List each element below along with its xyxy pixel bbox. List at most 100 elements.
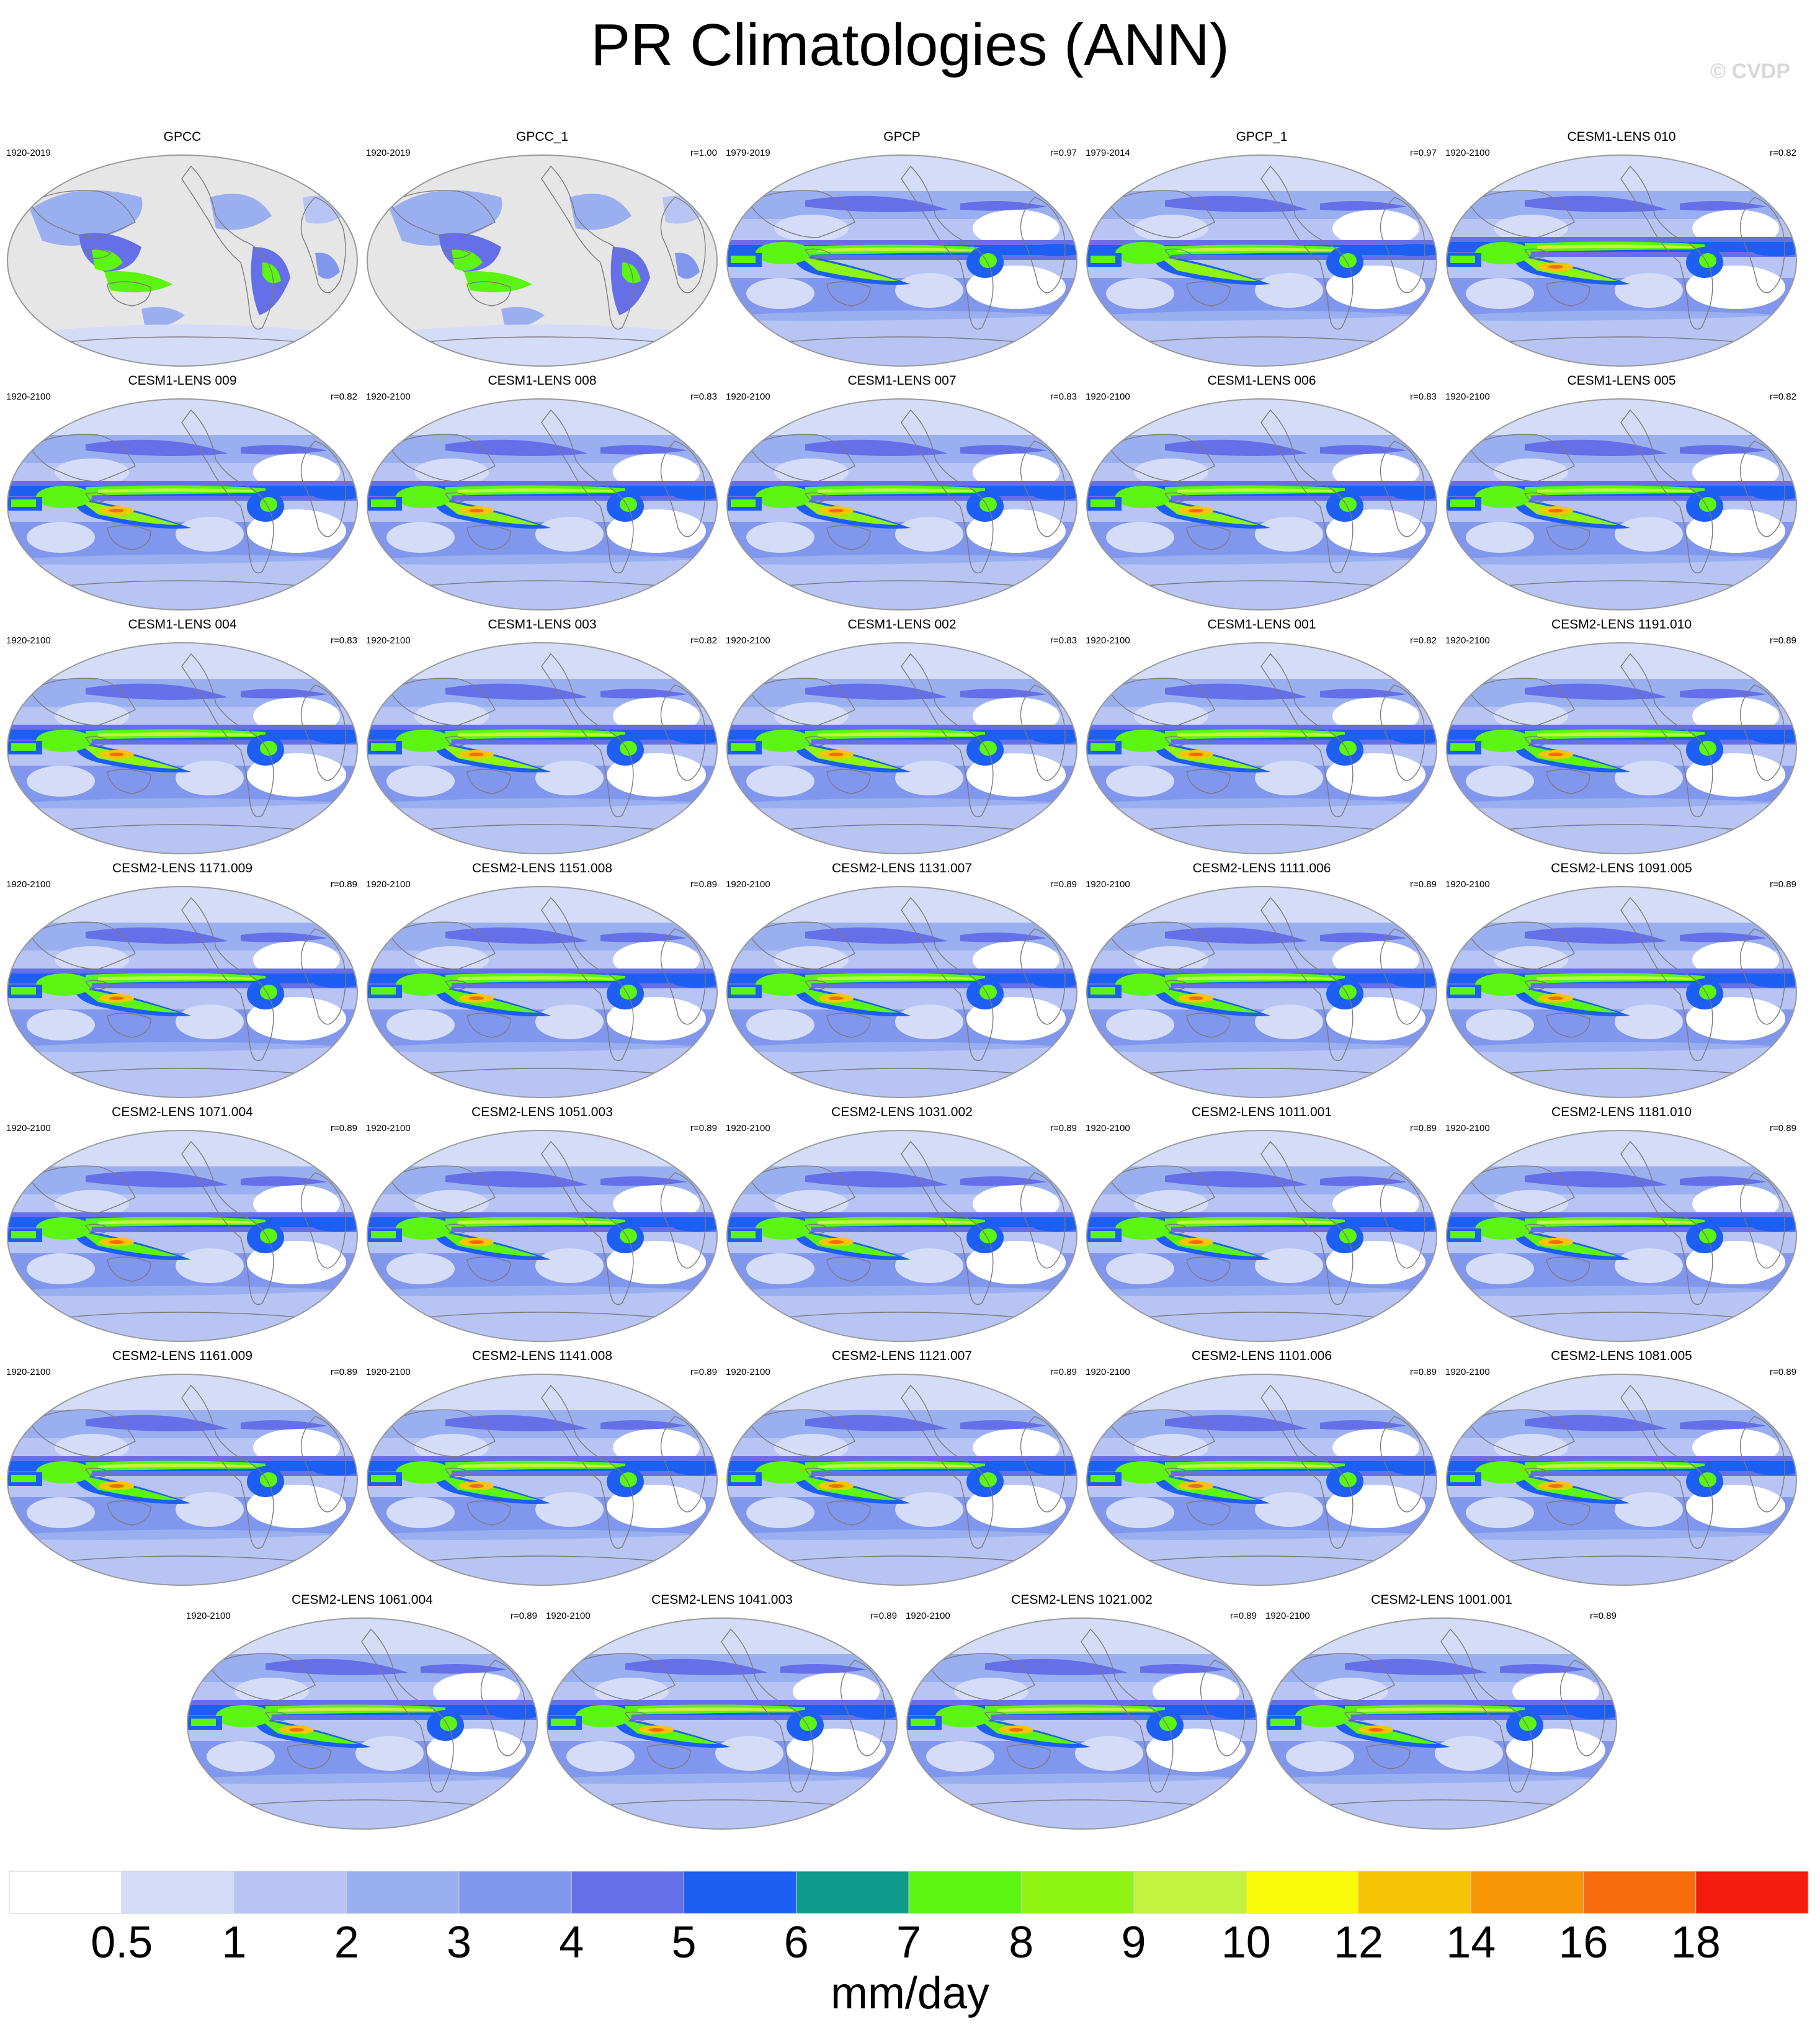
panel-correlation: r=0.89 xyxy=(511,1611,537,1621)
panel-correlation: r=0.83 xyxy=(331,635,357,646)
panel-correlation: r=0.89 xyxy=(690,1123,717,1134)
panel-period: 1920-2100 xyxy=(1445,635,1490,646)
map-frame xyxy=(1446,1130,1797,1342)
map-panel: CESM2-LENS 1151.008 1920-2100 r=0.89 xyxy=(365,861,720,1103)
map-panel: CESM2-LENS 1191.010 1920-2100 r=0.89 xyxy=(1444,617,1799,859)
map-panel: CESM2-LENS 1011.001 1920-2100 r=0.89 xyxy=(1084,1104,1439,1346)
map-plot xyxy=(7,1374,358,1586)
map-plot xyxy=(1446,1374,1797,1586)
panel-period: 1920-2100 xyxy=(1445,1367,1490,1377)
map-plot xyxy=(7,154,358,367)
map-panel: CESM2-LENS 1171.009 1920-2100 r=0.89 xyxy=(5,861,360,1103)
map-frame xyxy=(7,1130,358,1342)
map-panel: CESM1-LENS 009 1920-2100 r=0.82 xyxy=(5,373,360,615)
map-panel: CESM2-LENS 1041.003 1920-2100 r=0.89 xyxy=(545,1592,899,1834)
map-plot xyxy=(1086,398,1437,611)
map-panel: CESM2-LENS 1051.003 1920-2100 r=0.89 xyxy=(365,1104,720,1346)
map-frame xyxy=(7,154,358,367)
map-panel: CESM2-LENS 1091.005 1920-2100 r=0.89 xyxy=(1444,861,1799,1103)
map-plot xyxy=(1086,154,1437,367)
panel-period: 1920-2100 xyxy=(726,391,770,402)
colorbar-swatch xyxy=(796,1871,909,1914)
colorbar-tick-label: 16 xyxy=(1558,1918,1608,1967)
panel-period: 1979-2014 xyxy=(1086,148,1130,158)
colorbar-tick-label: 12 xyxy=(1333,1918,1384,1967)
panel-name: CESM2-LENS 1071.004 xyxy=(112,1105,253,1119)
map-frame xyxy=(7,886,358,1098)
panel-name: CESM2-LENS 1091.005 xyxy=(1551,861,1692,875)
panel-correlation: r=0.89 xyxy=(1410,1367,1437,1377)
panel-period: 1920-2100 xyxy=(6,635,51,646)
map-plot xyxy=(726,1374,1077,1586)
map-field xyxy=(1087,1130,1437,1341)
map-field xyxy=(727,155,1077,366)
colorbar-tick-label: 6 xyxy=(783,1918,809,1967)
map-plot xyxy=(726,398,1077,611)
panel-period: 1979-2019 xyxy=(726,148,770,158)
panel-period: 1920-2100 xyxy=(366,1123,411,1134)
panel-correlation: r=0.83 xyxy=(1410,391,1437,402)
panel-period: 1920-2100 xyxy=(1086,391,1130,402)
panel-name: CESM1-LENS 005 xyxy=(1567,374,1676,388)
map-frame xyxy=(726,1130,1077,1342)
panel-correlation: r=0.89 xyxy=(1770,1367,1796,1377)
colorbar xyxy=(9,1871,1809,1914)
map-frame xyxy=(1086,642,1437,854)
panel-period: 1920-2100 xyxy=(726,1367,770,1377)
map-field xyxy=(7,643,357,854)
map-plot xyxy=(726,1130,1077,1342)
map-panel: CESM2-LENS 1141.008 1920-2100 r=0.89 xyxy=(365,1348,720,1590)
map-frame xyxy=(906,1617,1257,1830)
map-panel: CESM1-LENS 005 1920-2100 r=0.82 xyxy=(1444,373,1799,615)
map-plot xyxy=(367,1374,718,1586)
colorbar-swatch xyxy=(1583,1871,1697,1914)
panel-correlation: r=0.89 xyxy=(1770,879,1796,890)
panel-name: GPCP_1 xyxy=(1236,130,1288,144)
map-field xyxy=(1447,643,1796,854)
panel-period: 1920-2100 xyxy=(1086,1123,1130,1134)
panel-period: 1920-2100 xyxy=(726,635,770,646)
panel-correlation: r=0.82 xyxy=(331,391,357,402)
panel-period: 1920-2100 xyxy=(1445,1123,1490,1134)
panel-correlation: r=1.00 xyxy=(690,148,717,158)
map-frame xyxy=(367,1374,718,1586)
map-panel: CESM2-LENS 1021.002 1920-2100 r=0.89 xyxy=(904,1592,1259,1834)
panel-correlation: r=0.89 xyxy=(1050,879,1077,890)
panel-period: 1920-2100 xyxy=(1445,148,1490,158)
map-plot xyxy=(1086,1130,1437,1342)
panel-name: GPCC xyxy=(163,130,202,144)
map-frame xyxy=(367,886,718,1098)
colorbar-swatch xyxy=(684,1871,797,1914)
map-frame xyxy=(7,1374,358,1586)
colorbar-tick-label: 3 xyxy=(446,1918,472,1967)
panel-name: CESM2-LENS 1191.010 xyxy=(1551,617,1692,632)
map-frame xyxy=(1086,886,1437,1098)
map-field xyxy=(7,1130,357,1341)
map-frame xyxy=(367,642,718,854)
map-panel: CESM2-LENS 1031.002 1920-2100 r=0.89 xyxy=(725,1104,1079,1346)
map-frame xyxy=(1086,1130,1437,1342)
map-plot xyxy=(1446,398,1797,611)
map-plot xyxy=(1086,1374,1437,1586)
map-frame xyxy=(726,398,1077,611)
colorbar-swatch xyxy=(234,1871,347,1914)
panel-period: 1920-2100 xyxy=(6,879,51,890)
map-plot xyxy=(546,1617,898,1830)
map-plot xyxy=(1446,1130,1797,1342)
map-plot xyxy=(726,886,1077,1098)
map-plot xyxy=(7,1130,358,1342)
panel-correlation: r=0.97 xyxy=(1410,148,1437,158)
colorbar-tick-label: 1 xyxy=(221,1918,247,1967)
panel-period: 1920-2100 xyxy=(6,1123,51,1134)
map-panel: GPCP_1 1979-2014 r=0.97 xyxy=(1084,129,1439,371)
panel-name: CESM2-LENS 1061.004 xyxy=(292,1593,433,1607)
panel-name: CESM2-LENS 1131.007 xyxy=(831,861,973,875)
map-panel: CESM1-LENS 007 1920-2100 r=0.83 xyxy=(725,373,1079,615)
panel-period: 1920-2100 xyxy=(726,879,770,890)
map-plot xyxy=(7,642,358,854)
map-panel: CESM2-LENS 1181.010 1920-2100 r=0.89 xyxy=(1444,1104,1799,1346)
figure-title: PR Climatologies (ANN) xyxy=(591,12,1229,78)
map-panel: GPCP 1979-2019 r=0.97 xyxy=(725,129,1079,371)
map-frame xyxy=(1446,1374,1797,1586)
panel-period: 1920-2100 xyxy=(366,1367,411,1377)
